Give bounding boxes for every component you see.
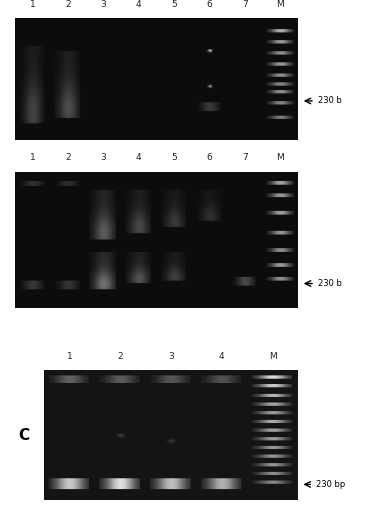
Text: 3: 3 <box>100 153 106 163</box>
Text: 6: 6 <box>207 1 212 9</box>
Text: M: M <box>276 153 284 163</box>
Text: 3: 3 <box>168 352 174 361</box>
Text: 2: 2 <box>65 1 71 9</box>
Text: C: C <box>18 427 29 443</box>
Text: 5: 5 <box>171 153 177 163</box>
Text: 230 bp: 230 bp <box>316 480 345 489</box>
Text: 4: 4 <box>219 352 225 361</box>
Text: 1: 1 <box>30 153 36 163</box>
Text: 3: 3 <box>100 1 106 9</box>
Text: M: M <box>269 352 276 361</box>
Text: 5: 5 <box>171 1 177 9</box>
Text: M: M <box>276 1 284 9</box>
Text: 2: 2 <box>65 153 71 163</box>
Text: 4: 4 <box>136 1 142 9</box>
Text: 7: 7 <box>242 153 248 163</box>
Text: 230 b: 230 b <box>318 279 342 288</box>
Text: 230 b: 230 b <box>318 96 342 105</box>
Text: 6: 6 <box>207 153 212 163</box>
Text: 7: 7 <box>242 1 248 9</box>
Text: 2: 2 <box>118 352 123 361</box>
Text: 1: 1 <box>30 1 36 9</box>
Text: 1: 1 <box>67 352 72 361</box>
Text: 4: 4 <box>136 153 142 163</box>
